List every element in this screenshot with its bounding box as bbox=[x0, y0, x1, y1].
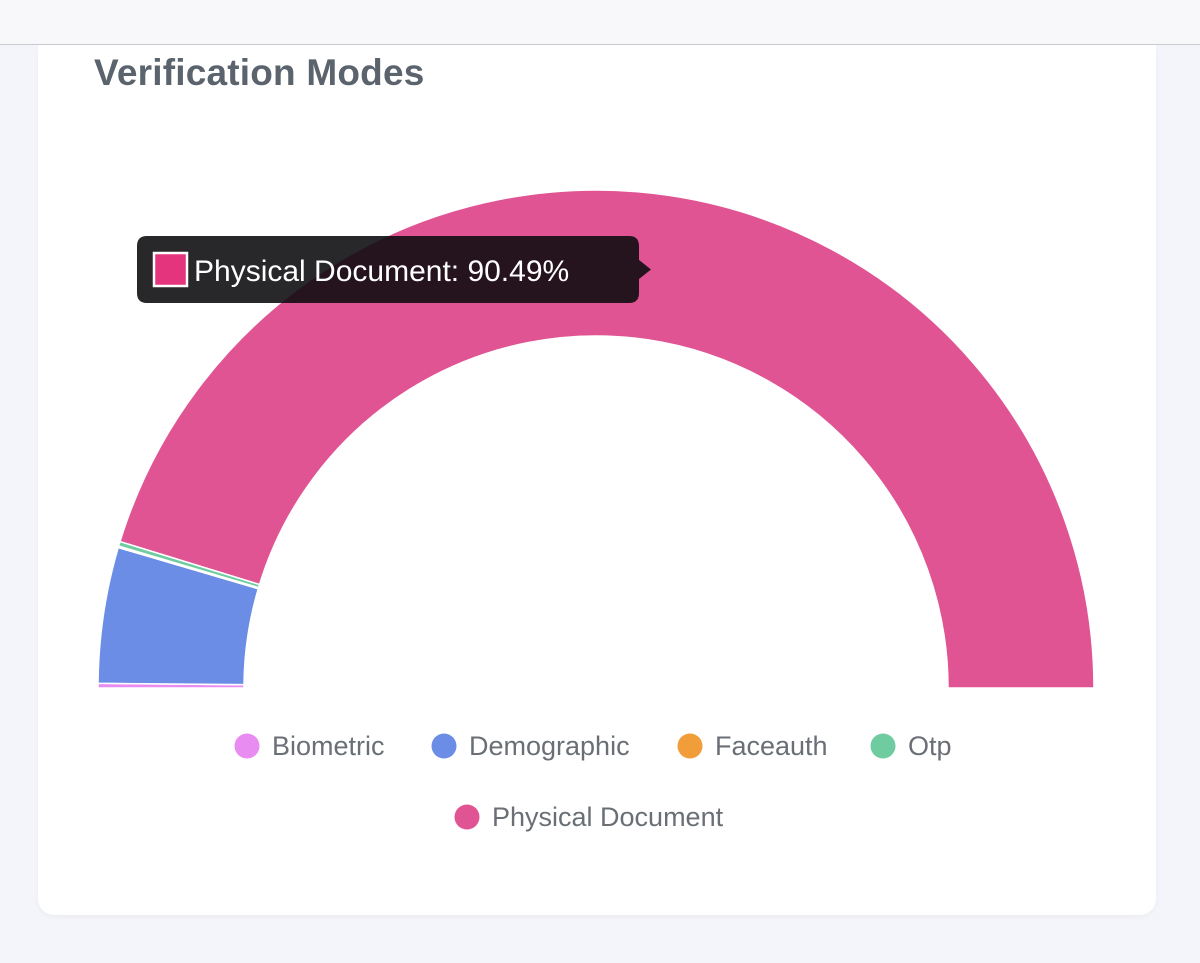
legend-dot-icon bbox=[677, 733, 703, 759]
slice-physical-document[interactable] bbox=[119, 189, 1095, 689]
legend-dot-icon bbox=[454, 804, 480, 830]
legend-label: Faceauth bbox=[715, 731, 828, 761]
legend-item-faceauth[interactable]: Faceauth bbox=[677, 731, 828, 761]
arc-group bbox=[97, 189, 1095, 689]
top-bar bbox=[0, 0, 1200, 45]
legend-label: Otp bbox=[908, 731, 952, 761]
legend-dot-icon bbox=[431, 733, 457, 759]
legend-label: Demographic bbox=[469, 731, 630, 761]
legend-dot-icon bbox=[234, 733, 260, 759]
chart-tooltip: Physical Document: 90.49% bbox=[137, 236, 651, 303]
legend-item-demographic[interactable]: Demographic bbox=[431, 731, 630, 761]
legend-label: Biometric bbox=[272, 731, 385, 761]
legend-dot-icon bbox=[870, 733, 896, 759]
legend-item-biometric[interactable]: Biometric bbox=[234, 731, 385, 761]
legend: Biometric Demographic Faceauth Otp Physical … bbox=[234, 731, 952, 832]
legend-item-physical-document[interactable]: Physical Document bbox=[454, 802, 724, 832]
tooltip-swatch-icon bbox=[152, 251, 189, 288]
tooltip-box bbox=[137, 236, 651, 303]
legend-item-otp[interactable]: Otp bbox=[870, 731, 952, 761]
card-title: Verification Modes bbox=[94, 52, 425, 93]
tooltip-label: Physical Document: 90.49% bbox=[194, 255, 569, 288]
legend-label: Physical Document bbox=[492, 802, 724, 832]
